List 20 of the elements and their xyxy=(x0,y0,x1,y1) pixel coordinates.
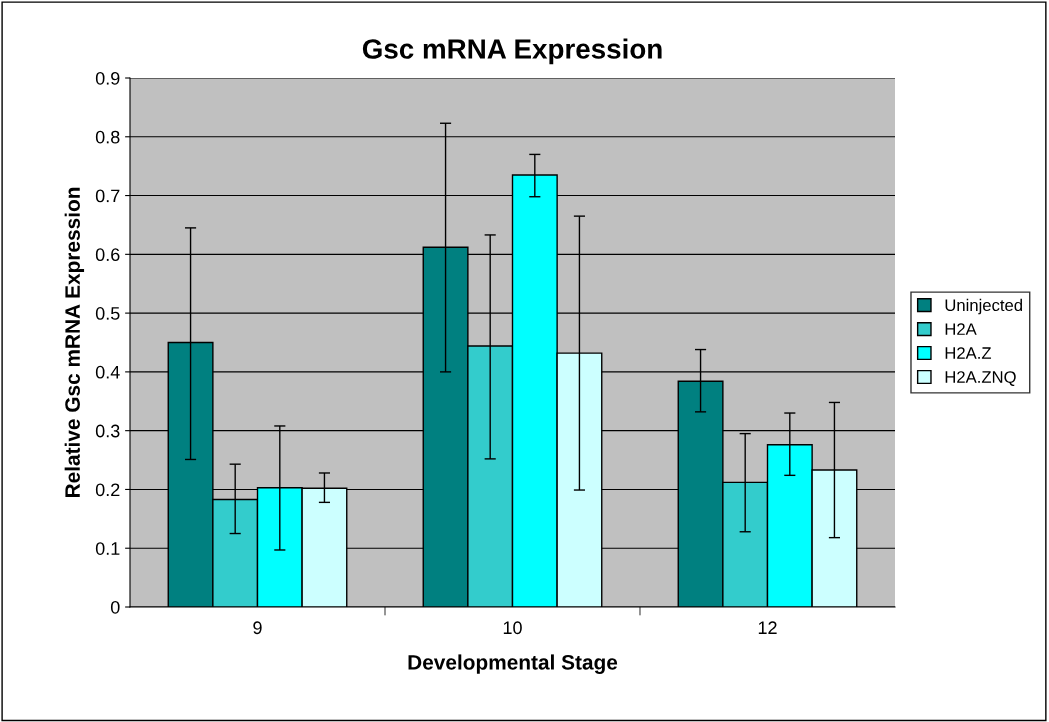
y-axis-title: Relative Gsc mRNA Expression xyxy=(64,187,85,498)
legend-label: H2A xyxy=(945,323,977,335)
y-tick-label: 0.8 xyxy=(95,130,120,144)
legend-label: H2A.ZNQ xyxy=(945,371,1016,386)
y-tick-label: 0.6 xyxy=(95,248,120,262)
y-tick-label: 0.3 xyxy=(95,424,120,438)
x-tick-label: 12 xyxy=(758,621,777,634)
x-tick-label: 9 xyxy=(253,621,262,635)
x-axis-title: Developmental Stage xyxy=(408,654,618,674)
legend-label: H2A.Z xyxy=(945,347,992,359)
y-tick-label: 0.1 xyxy=(95,542,120,555)
chart-title: Gsc mRNA Expression xyxy=(362,38,662,65)
y-tick-label: 0.9 xyxy=(95,71,120,85)
legend-label: Uninjected xyxy=(945,298,1022,315)
x-tick-label: 10 xyxy=(503,621,522,635)
y-tick-label: 0.2 xyxy=(95,483,120,497)
y-tick-label: 0.7 xyxy=(95,189,120,203)
y-tick-label: 0.5 xyxy=(95,307,120,320)
y-tick-label: 0 xyxy=(110,600,120,614)
y-tick-label: 0.4 xyxy=(95,365,120,379)
